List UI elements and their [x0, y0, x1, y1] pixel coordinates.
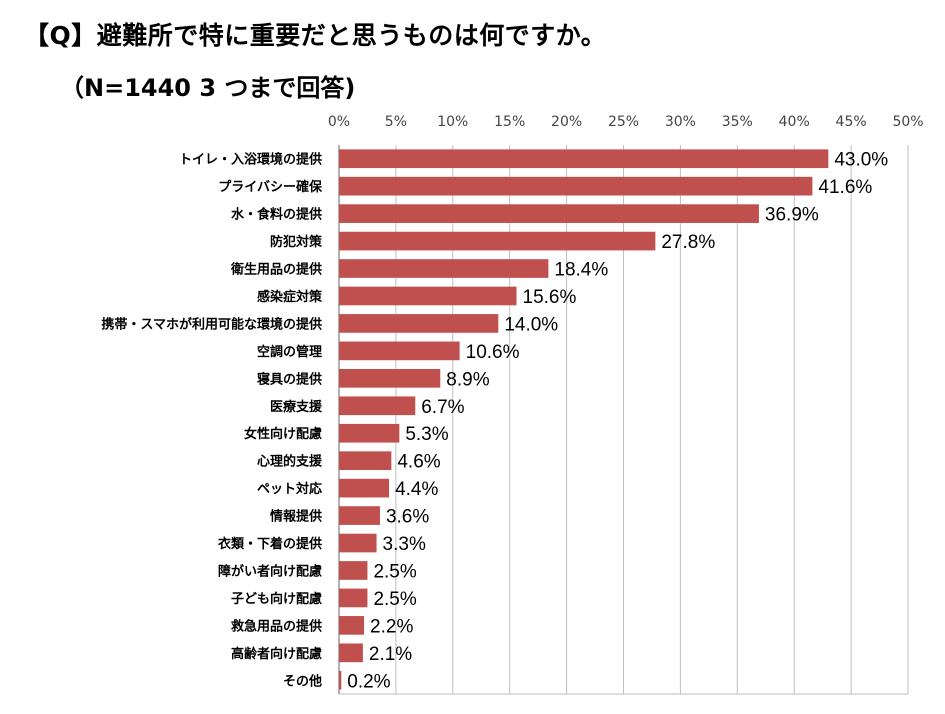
category-label: プライバシー確保 — [218, 179, 323, 195]
value-label: 36.9% — [765, 205, 819, 226]
x-tick-label: 35% — [722, 114, 753, 130]
category-label: 感染症対策 — [257, 289, 323, 305]
value-label: 6.7% — [421, 397, 464, 418]
bar — [339, 561, 368, 580]
category-label: 高齢者向け配慮 — [231, 646, 322, 662]
x-tick-label: 15% — [494, 114, 525, 130]
value-label: 15.6% — [523, 287, 577, 308]
chart-subtitle: （N=1440 3 つまで回答) — [60, 74, 356, 102]
category-label: その他 — [283, 673, 322, 689]
x-tick-label: 0% — [328, 114, 350, 130]
value-label: 14.0% — [504, 314, 558, 335]
value-label: 2.5% — [373, 589, 416, 610]
value-label: 10.6% — [466, 342, 520, 363]
category-label: 空調の管理 — [257, 344, 322, 360]
category-label: 心理的支援 — [257, 454, 323, 470]
category-label: トイレ・入浴環境の提供 — [179, 152, 322, 168]
value-label: 0.2% — [347, 671, 390, 692]
x-axis-ticks: 0% 5% 10% 15% 20% 25% 30% 35% 40% 45% 50% — [328, 114, 924, 130]
bar — [339, 341, 460, 361]
bar — [339, 423, 400, 443]
bar — [339, 368, 441, 388]
grid-layer — [338, 145, 909, 695]
value-label: 3.3% — [383, 534, 426, 555]
bar — [339, 533, 377, 553]
value-label: 27.8% — [661, 232, 715, 253]
category-label: ペット対応 — [257, 481, 322, 497]
value-label: 5.3% — [405, 424, 448, 445]
value-label: 41.6% — [818, 177, 872, 198]
value-label: 4.6% — [397, 452, 440, 473]
bar — [339, 286, 517, 306]
value-label: 2.1% — [369, 644, 412, 665]
x-tick-label: 45% — [836, 114, 867, 130]
x-tick-label: 20% — [551, 114, 582, 130]
category-label: 障がい者向け配慮 — [218, 563, 322, 579]
chart-title: 【Q】避難所で特に重要だと思うものは何ですか。 — [24, 21, 607, 50]
bar — [339, 643, 363, 663]
category-label: 水・食料の提供 — [231, 207, 322, 223]
bar — [339, 259, 549, 278]
bar — [339, 231, 656, 251]
bar — [339, 149, 829, 169]
value-label: 4.4% — [395, 479, 438, 500]
bar — [339, 314, 499, 333]
value-label: 2.5% — [373, 561, 416, 582]
x-tick-label: 5% — [385, 114, 407, 130]
category-label: 女性向け配慮 — [244, 426, 322, 442]
bar — [339, 478, 390, 498]
value-label: 18.4% — [554, 260, 608, 281]
category-label: 衣類・下着の提供 — [218, 536, 322, 552]
category-label: 医療支援 — [270, 399, 323, 415]
x-tick-label: 30% — [665, 114, 696, 130]
category-label: 防犯対策 — [270, 234, 323, 250]
category-label: 衛生用品の提供 — [230, 262, 322, 278]
category-label: 寝具の提供 — [257, 371, 322, 387]
value-labels: 43.0% 41.6% 36.9% 27.8% 18.4% 15.6% 14.0% 10.6%… — [347, 150, 888, 693]
bar — [339, 616, 365, 635]
x-tick-label: 50% — [892, 114, 923, 130]
x-tick-label: 25% — [608, 114, 639, 130]
bar — [339, 588, 368, 608]
bars — [339, 149, 829, 690]
category-labels: トイレ・入浴環境の提供プライバシー確保水・食料の提供防犯対策衛生用品の提供感染症… — [101, 152, 323, 690]
bar — [339, 396, 416, 416]
value-label: 8.9% — [446, 369, 489, 390]
value-label: 3.6% — [386, 507, 429, 528]
x-tick-label: 40% — [779, 114, 810, 130]
value-label: 2.2% — [370, 616, 413, 637]
bar — [339, 451, 392, 471]
value-label: 43.0% — [834, 150, 888, 171]
x-tick-label: 10% — [437, 114, 468, 130]
category-label: 子ども向け配慮 — [231, 591, 322, 607]
bar — [339, 506, 380, 525]
bar — [339, 204, 759, 223]
category-label: 情報提供 — [270, 509, 322, 525]
category-label: 携帯・スマホが利用可能な環境の提供 — [101, 316, 322, 332]
category-label: 救急用品の提供 — [231, 618, 322, 634]
bar — [339, 176, 813, 196]
bar — [339, 670, 342, 690]
